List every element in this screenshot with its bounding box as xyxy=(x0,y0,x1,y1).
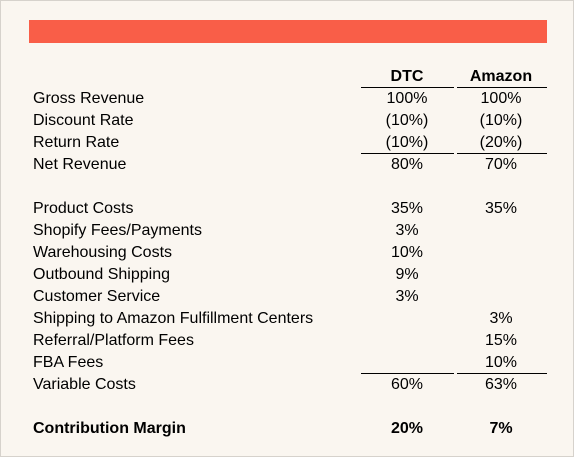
row-label: Product Costs xyxy=(33,200,134,217)
table-row: Net Revenue 80% 70% xyxy=(1,154,574,176)
row-label: Variable Costs xyxy=(33,376,136,393)
header-rule-dtc xyxy=(361,87,454,88)
row-value-dtc: (10%) xyxy=(385,134,429,151)
row-value-dtc: 3% xyxy=(395,222,419,239)
table-row: Return Rate (10%) (20%) xyxy=(1,132,574,154)
table-row-total: Contribution Margin 20% 7% xyxy=(1,418,574,440)
row-value-amazon: 15% xyxy=(484,332,518,349)
row-value-dtc: 3% xyxy=(395,288,419,305)
row-value-dtc: 10% xyxy=(390,244,424,261)
row-value-amazon: 35% xyxy=(484,200,518,217)
row-label: Shipping to Amazon Fulfillment Centers xyxy=(33,310,314,327)
row-label: Shopify Fees/Payments xyxy=(33,222,202,239)
row-value-amazon: (10%) xyxy=(479,112,523,129)
row-value-dtc: (10%) xyxy=(385,112,429,129)
table-row: Outbound Shipping 9% xyxy=(1,264,574,286)
subtotal-rule-amazon-net xyxy=(457,153,547,154)
row-label: Net Revenue xyxy=(33,156,127,173)
row-label: Warehousing Costs xyxy=(33,244,173,261)
row-value-dtc: 80% xyxy=(390,156,424,173)
row-value-amazon: 100% xyxy=(480,90,522,107)
row-label: Outbound Shipping xyxy=(33,266,170,283)
table-row: Gross Revenue 100% 100% xyxy=(1,88,574,110)
row-value-amazon: 70% xyxy=(484,156,518,173)
column-header-dtc: DTC xyxy=(390,68,424,85)
subtotal-rule-dtc-net xyxy=(361,153,454,154)
table-row: Discount Rate (10%) (10%) xyxy=(1,110,574,132)
row-label: Discount Rate xyxy=(33,112,134,129)
row-label: Contribution Margin xyxy=(33,420,186,437)
row-value-dtc: 20% xyxy=(390,420,424,437)
header-rule-amazon xyxy=(457,87,547,88)
table-row: Shopify Fees/Payments 3% xyxy=(1,220,574,242)
subtotal-rule-dtc-variable xyxy=(361,373,454,374)
row-label: Referral/Platform Fees xyxy=(33,332,194,349)
row-value-dtc: 35% xyxy=(390,200,424,217)
row-label: Return Rate xyxy=(33,134,120,151)
row-value-dtc: 9% xyxy=(395,266,419,283)
table-row: Warehousing Costs 10% xyxy=(1,242,574,264)
row-value-amazon: 7% xyxy=(489,420,513,437)
row-label: Gross Revenue xyxy=(33,90,145,107)
row-value-amazon: 3% xyxy=(489,310,513,327)
table-row: Referral/Platform Fees 15% xyxy=(1,330,574,352)
table-row: Product Costs 35% 35% xyxy=(1,198,574,220)
row-value-amazon: 10% xyxy=(484,354,518,371)
row-value-amazon: (20%) xyxy=(479,134,523,151)
row-value-dtc: 60% xyxy=(390,376,424,393)
row-label: Customer Service xyxy=(33,288,161,305)
table-row: FBA Fees 10% xyxy=(1,352,574,374)
table-row: Shipping to Amazon Fulfillment Centers 3… xyxy=(1,308,574,330)
table-row: Customer Service 3% xyxy=(1,286,574,308)
subtotal-rule-amazon-variable xyxy=(457,373,547,374)
row-label: FBA Fees xyxy=(33,354,104,371)
row-value-dtc: 100% xyxy=(386,90,428,107)
table-row: Variable Costs 60% 63% xyxy=(1,374,574,396)
header-banner xyxy=(29,20,547,43)
column-header-amazon: Amazon xyxy=(469,68,533,85)
row-value-amazon: 63% xyxy=(484,376,518,393)
